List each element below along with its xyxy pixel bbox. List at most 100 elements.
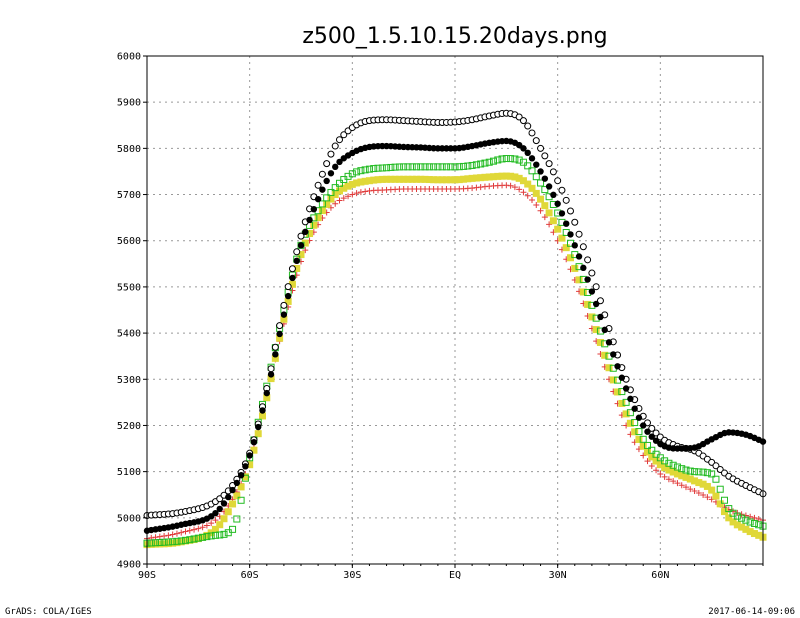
data-point bbox=[532, 189, 540, 197]
data-point bbox=[182, 536, 189, 544]
data-point bbox=[331, 184, 339, 192]
data-point bbox=[481, 173, 489, 181]
data-point bbox=[579, 243, 587, 251]
data-point bbox=[314, 214, 322, 222]
data-point bbox=[699, 468, 707, 476]
data-point bbox=[160, 538, 168, 546]
data-point bbox=[323, 160, 331, 168]
data-point bbox=[194, 535, 202, 543]
data-point bbox=[331, 191, 339, 199]
data-point bbox=[549, 168, 557, 176]
data-point bbox=[288, 265, 296, 273]
data-point bbox=[571, 218, 579, 226]
data-point bbox=[635, 428, 643, 436]
data-point bbox=[562, 244, 570, 252]
data-point bbox=[259, 412, 266, 420]
data-point bbox=[362, 188, 369, 195]
data-point bbox=[721, 508, 728, 516]
data-point bbox=[203, 533, 211, 541]
data-point bbox=[541, 186, 549, 194]
data-point bbox=[280, 311, 288, 318]
data-point bbox=[199, 533, 207, 541]
data-point bbox=[186, 527, 193, 534]
data-point bbox=[699, 480, 707, 488]
data-point bbox=[541, 202, 549, 210]
data-point bbox=[669, 468, 677, 476]
data-point bbox=[656, 461, 664, 469]
data-point bbox=[558, 186, 566, 194]
data-point bbox=[254, 430, 262, 438]
data-point bbox=[687, 486, 694, 493]
data-point bbox=[490, 157, 497, 165]
data-point bbox=[648, 463, 655, 470]
data-point bbox=[438, 163, 446, 171]
data-point bbox=[173, 537, 181, 545]
data-point bbox=[434, 163, 442, 171]
data-point bbox=[507, 172, 515, 180]
data-point bbox=[670, 478, 677, 485]
data-point bbox=[259, 407, 266, 414]
data-point bbox=[635, 414, 643, 421]
data-point bbox=[447, 163, 455, 171]
data-point bbox=[345, 193, 352, 200]
data-point bbox=[537, 207, 544, 214]
data-point bbox=[674, 480, 681, 487]
y-tick-label: 5300 bbox=[117, 375, 141, 386]
data-point bbox=[609, 376, 617, 384]
data-point bbox=[622, 410, 630, 418]
data-point bbox=[725, 514, 733, 522]
data-point bbox=[472, 161, 480, 169]
y-tick-label: 5100 bbox=[117, 467, 141, 478]
data-point bbox=[738, 511, 745, 518]
data-point bbox=[229, 525, 237, 533]
data-point bbox=[738, 514, 746, 522]
data-point bbox=[186, 536, 194, 544]
data-point bbox=[554, 225, 562, 233]
data-point bbox=[404, 163, 412, 171]
data-point bbox=[648, 453, 656, 461]
data-point bbox=[225, 493, 232, 501]
data-point bbox=[455, 176, 463, 184]
data-point bbox=[575, 276, 583, 284]
data-point bbox=[485, 158, 493, 166]
data-point bbox=[733, 512, 741, 520]
data-point bbox=[704, 494, 711, 501]
x-tick-label: EQ bbox=[449, 570, 461, 581]
data-point bbox=[588, 288, 596, 295]
data-point bbox=[733, 521, 741, 529]
data-point bbox=[190, 536, 198, 544]
y-tick-label: 5900 bbox=[117, 98, 141, 109]
data-point bbox=[473, 184, 480, 191]
data-point bbox=[191, 526, 198, 533]
data-point bbox=[498, 172, 506, 180]
data-point bbox=[610, 351, 617, 358]
data-point bbox=[233, 515, 241, 523]
data-point bbox=[421, 163, 429, 171]
data-point bbox=[575, 230, 583, 238]
data-point bbox=[622, 398, 630, 406]
data-point bbox=[263, 389, 270, 397]
data-point bbox=[579, 288, 587, 296]
data-point bbox=[631, 419, 639, 427]
data-point bbox=[507, 155, 515, 163]
y-tick-label: 5700 bbox=[117, 190, 141, 201]
data-point bbox=[237, 483, 245, 491]
data-point bbox=[721, 496, 728, 504]
data-point bbox=[383, 175, 391, 183]
data-point bbox=[592, 283, 600, 291]
data-point bbox=[511, 155, 519, 163]
data-point bbox=[152, 540, 160, 548]
data-point bbox=[348, 170, 356, 178]
data-point bbox=[280, 301, 288, 309]
data-point bbox=[661, 457, 669, 465]
data-point bbox=[755, 516, 762, 523]
x-tick-label: 60N bbox=[651, 570, 669, 581]
data-point bbox=[267, 371, 275, 378]
data-point bbox=[301, 239, 309, 247]
data-point bbox=[529, 197, 535, 204]
data-point bbox=[310, 205, 318, 213]
data-point bbox=[519, 177, 527, 185]
data-point bbox=[708, 470, 716, 478]
data-point bbox=[211, 525, 219, 533]
data-point bbox=[537, 195, 545, 203]
